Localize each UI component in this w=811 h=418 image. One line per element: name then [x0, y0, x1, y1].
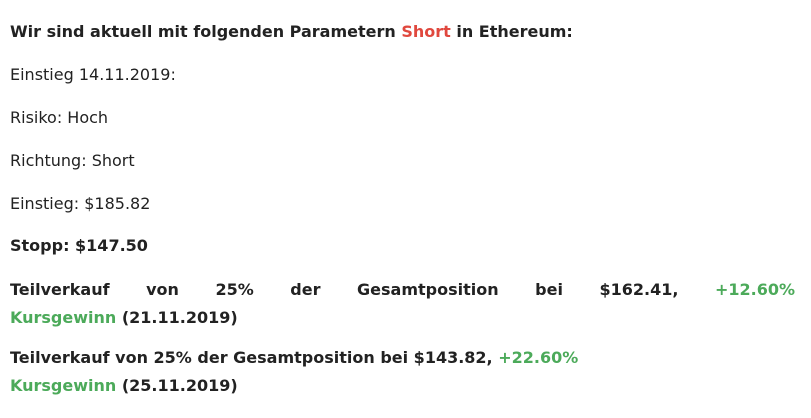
- heading-text: in Ethereum:: [450, 22, 573, 41]
- sale-text: Teilverkauf von 25% der Gesamtposition b…: [10, 348, 499, 367]
- gain: +12.60%: [714, 280, 795, 299]
- sale-line: Kursgewinn (25.11.2019): [10, 372, 795, 400]
- gain-word: Kursgewinn: [10, 308, 117, 327]
- sale: Teilverkauf von 25% der Gesamtposition b…: [10, 344, 795, 400]
- stop: Stopp: $147.50: [10, 236, 148, 255]
- sale-line: Teilverkauf von 25% der Gesamtposition b…: [10, 344, 795, 372]
- gain-word: Kursgewinn: [10, 376, 117, 395]
- sale: Teilverkauf von 25% der Gesamtposition b…: [10, 276, 795, 332]
- sale-line: Kursgewinn (21.11.2019): [10, 304, 795, 332]
- date: (25.11.2019): [116, 376, 238, 395]
- sale-line: Teilverkauf von 25% der Gesamtposition b…: [10, 276, 795, 304]
- line: Richtung: Short: [10, 151, 135, 170]
- highlight: Short: [401, 22, 451, 41]
- line: Einstieg: $185.82: [10, 194, 151, 213]
- line: Risiko: Hoch: [10, 108, 109, 127]
- heading: Wir sind aktuell mit folgenden Parameter…: [10, 18, 795, 46]
- date: (21.11.2019): [116, 308, 238, 327]
- sale-text: Teilverkauf von 25% der Gesamtposition b…: [10, 280, 715, 299]
- heading-text: Wir sind aktuell mit folgenden Parameter…: [10, 22, 402, 41]
- line: Einstieg 14.11.2019:: [10, 65, 176, 84]
- gain: +22.60%: [498, 348, 579, 367]
